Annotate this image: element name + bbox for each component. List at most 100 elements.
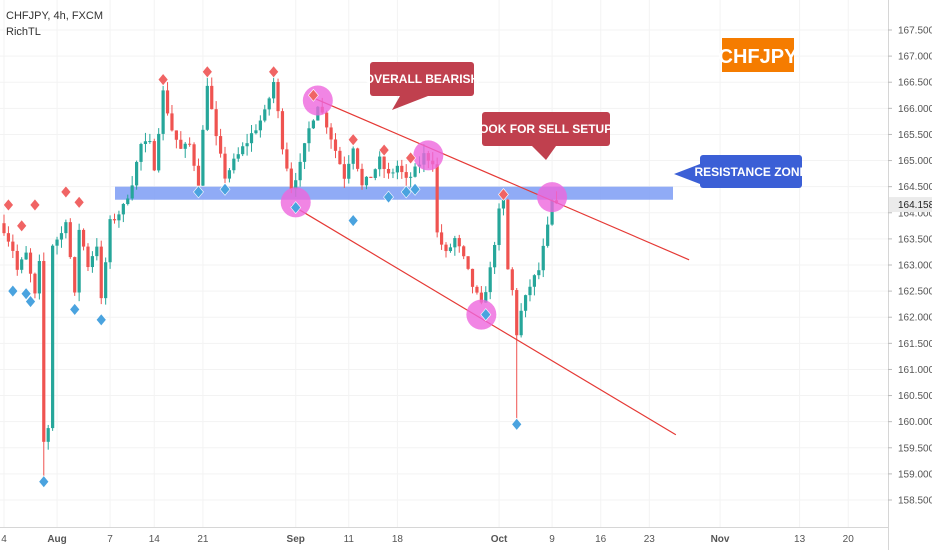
candle-body	[356, 148, 360, 169]
y-tick-label: 159.500	[898, 443, 932, 454]
x-tick-label: 7	[107, 534, 113, 545]
swing-low-marker	[69, 302, 81, 316]
candle-body	[130, 185, 134, 199]
candle-body	[73, 257, 77, 293]
candle-body	[68, 222, 72, 258]
swing-low-marker	[20, 287, 32, 301]
candle-body	[77, 229, 81, 293]
candle-body	[333, 139, 338, 151]
swing-low-marker	[347, 214, 359, 228]
candle-body	[165, 90, 170, 114]
candle-body	[112, 219, 117, 221]
current-price-tag: 164.158	[889, 197, 932, 213]
candle-body	[95, 246, 99, 257]
highlight-circle	[302, 85, 333, 116]
candle-body	[214, 109, 218, 137]
candle-body	[104, 262, 108, 299]
x-tick-label: 20	[843, 534, 855, 545]
candle-body	[59, 233, 64, 240]
candle-body	[444, 244, 448, 252]
y-tick-label: 162.000	[898, 313, 932, 324]
candle-body	[196, 165, 201, 186]
swing-high-marker	[3, 198, 14, 212]
x-tick-label: 9	[549, 534, 555, 545]
candle-body	[351, 148, 355, 164]
y-tick-label: 159.000	[898, 469, 932, 480]
candle-body	[272, 82, 276, 99]
x-tick-label: 18	[392, 534, 404, 545]
candle-body	[188, 143, 192, 145]
x-tick-label: 23	[644, 534, 656, 545]
candle-body	[404, 172, 408, 178]
candle-body	[532, 275, 536, 287]
candle-body	[285, 149, 289, 169]
candle-body	[400, 165, 404, 173]
candle-body	[523, 295, 528, 311]
candle-body	[236, 154, 240, 159]
candle-body	[364, 176, 369, 186]
candle-body	[280, 111, 285, 150]
candle-body	[99, 246, 103, 299]
candle-body	[223, 153, 227, 179]
candle-body	[338, 150, 342, 165]
candle-body	[170, 113, 174, 131]
indicator-label[interactable]: RichTL	[6, 26, 41, 38]
candle-body	[302, 143, 307, 162]
swing-high-marker	[157, 73, 169, 87]
candle-body	[546, 224, 550, 246]
candle-body	[453, 238, 457, 248]
candle-body	[139, 144, 143, 162]
x-axis[interactable]: 4 Aug 7 14 21 Sep 11 18 Oct 9 16 23 Nov 13 20	[1, 534, 854, 545]
swing-high-marker	[405, 151, 417, 165]
candle-body	[382, 156, 386, 169]
candle-body	[108, 219, 112, 263]
candle-body	[325, 112, 329, 128]
candle-body	[395, 165, 399, 173]
swing-high-marker	[268, 65, 280, 79]
candle-body	[33, 273, 37, 294]
candle-body	[161, 90, 165, 134]
candle-body	[192, 144, 196, 166]
candle-body	[205, 85, 209, 130]
candle-body	[475, 286, 479, 293]
candle-body	[541, 245, 545, 271]
y-tick-label: 163.000	[898, 261, 932, 272]
candle-body	[135, 161, 139, 186]
swing-low-marker	[25, 295, 36, 309]
symbol-title[interactable]: CHFJPY, 4h, FXCM	[6, 10, 103, 22]
x-tick-label: 11	[344, 534, 355, 545]
swing-high-marker	[308, 88, 319, 102]
y-tick-label: 164.000	[898, 208, 932, 219]
y-tick-label: 166.500	[898, 78, 932, 89]
candle-body	[550, 200, 554, 225]
candle-body	[24, 252, 28, 260]
look-for-sell-callout: LOOK FOR SELL SETUPS	[472, 112, 620, 160]
y-axis[interactable]: 158.500 159.000 159.500 160.000 160.500 161.0…	[888, 26, 932, 507]
candle-body	[241, 146, 245, 155]
x-tick-label: 4	[1, 534, 7, 545]
candle-body	[51, 245, 55, 429]
candlesticks	[2, 76, 559, 480]
candle-body	[409, 176, 413, 178]
candle-body	[501, 199, 506, 209]
candle-body	[391, 172, 395, 174]
x-tick-label: 21	[197, 534, 209, 545]
x-tick-label: 16	[595, 534, 607, 545]
y-tick-label: 167.000	[898, 52, 932, 63]
y-tick-label: 160.000	[898, 417, 932, 428]
candle-body	[254, 130, 258, 134]
candle-body	[466, 256, 470, 269]
candle-body	[462, 246, 466, 257]
candle-body	[528, 286, 532, 296]
candle-body	[497, 208, 501, 245]
x-tick-label: Aug	[47, 534, 66, 545]
y-tick-label: 161.500	[898, 339, 932, 350]
candle-body	[15, 250, 19, 270]
swing-high-marker	[16, 219, 28, 233]
candle-body	[258, 120, 262, 131]
y-tick-label: 167.500	[898, 26, 932, 37]
candle-body	[506, 199, 510, 270]
candle-body	[439, 232, 444, 245]
candle-body	[6, 233, 11, 242]
